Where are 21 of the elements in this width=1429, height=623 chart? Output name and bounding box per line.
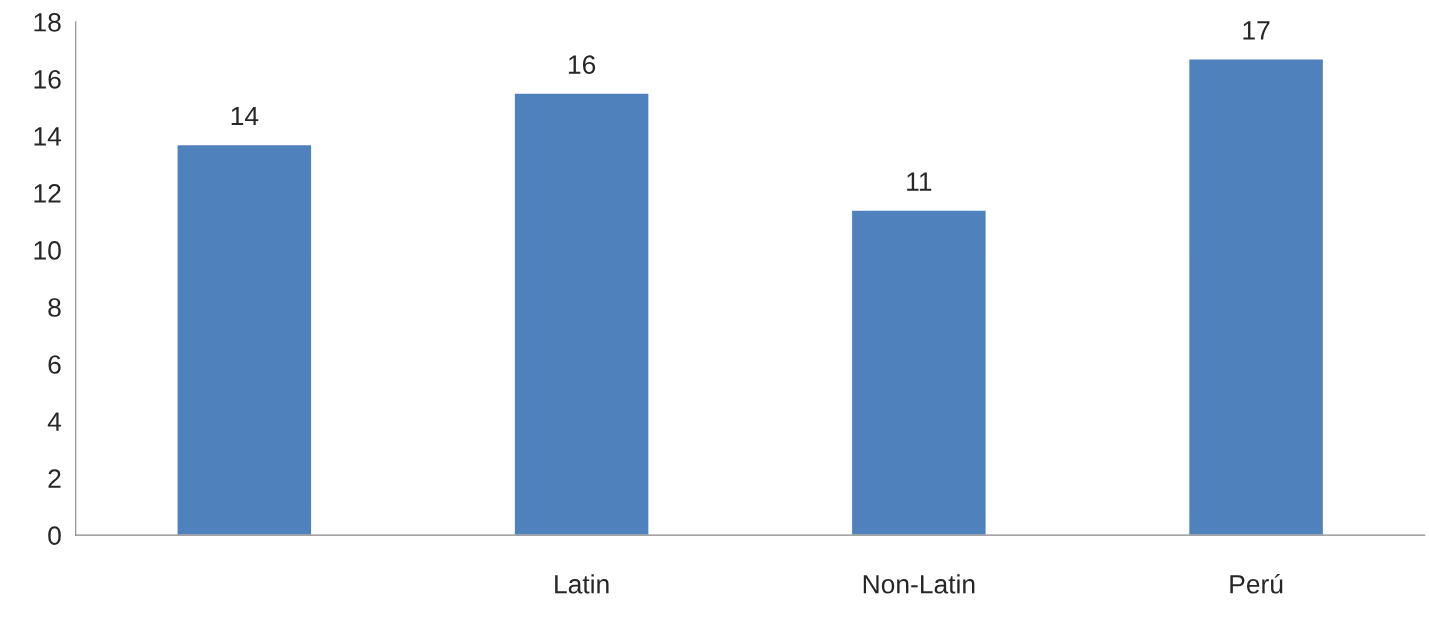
y-tick-label: 16 (34, 69, 61, 89)
x-tick-label: Perú (1230, 573, 1283, 594)
y-tick-label: 12 (34, 184, 61, 203)
y-tick-label: 14 (34, 127, 62, 146)
bar (513, 92, 650, 536)
x-tick-label: Non-Latin (863, 574, 975, 594)
y-tick-label: 2 (48, 469, 61, 488)
data-label: 17 (1243, 21, 1270, 40)
x-tick-label: Latin (555, 574, 609, 594)
y-tick-label: 0 (48, 526, 61, 545)
data-label: 16 (568, 55, 596, 74)
bar (176, 143, 313, 536)
data-label: 11 (907, 172, 932, 191)
y-tick-label: 18 (34, 12, 61, 32)
bar (1187, 58, 1325, 536)
y-tick-label: 6 (48, 355, 61, 374)
y-tick-label: 8 (48, 298, 61, 317)
y-tick-label: 4 (47, 412, 62, 431)
y-tick-label: 10 (34, 241, 61, 260)
data-label: 14 (231, 106, 259, 126)
bar (850, 209, 987, 536)
